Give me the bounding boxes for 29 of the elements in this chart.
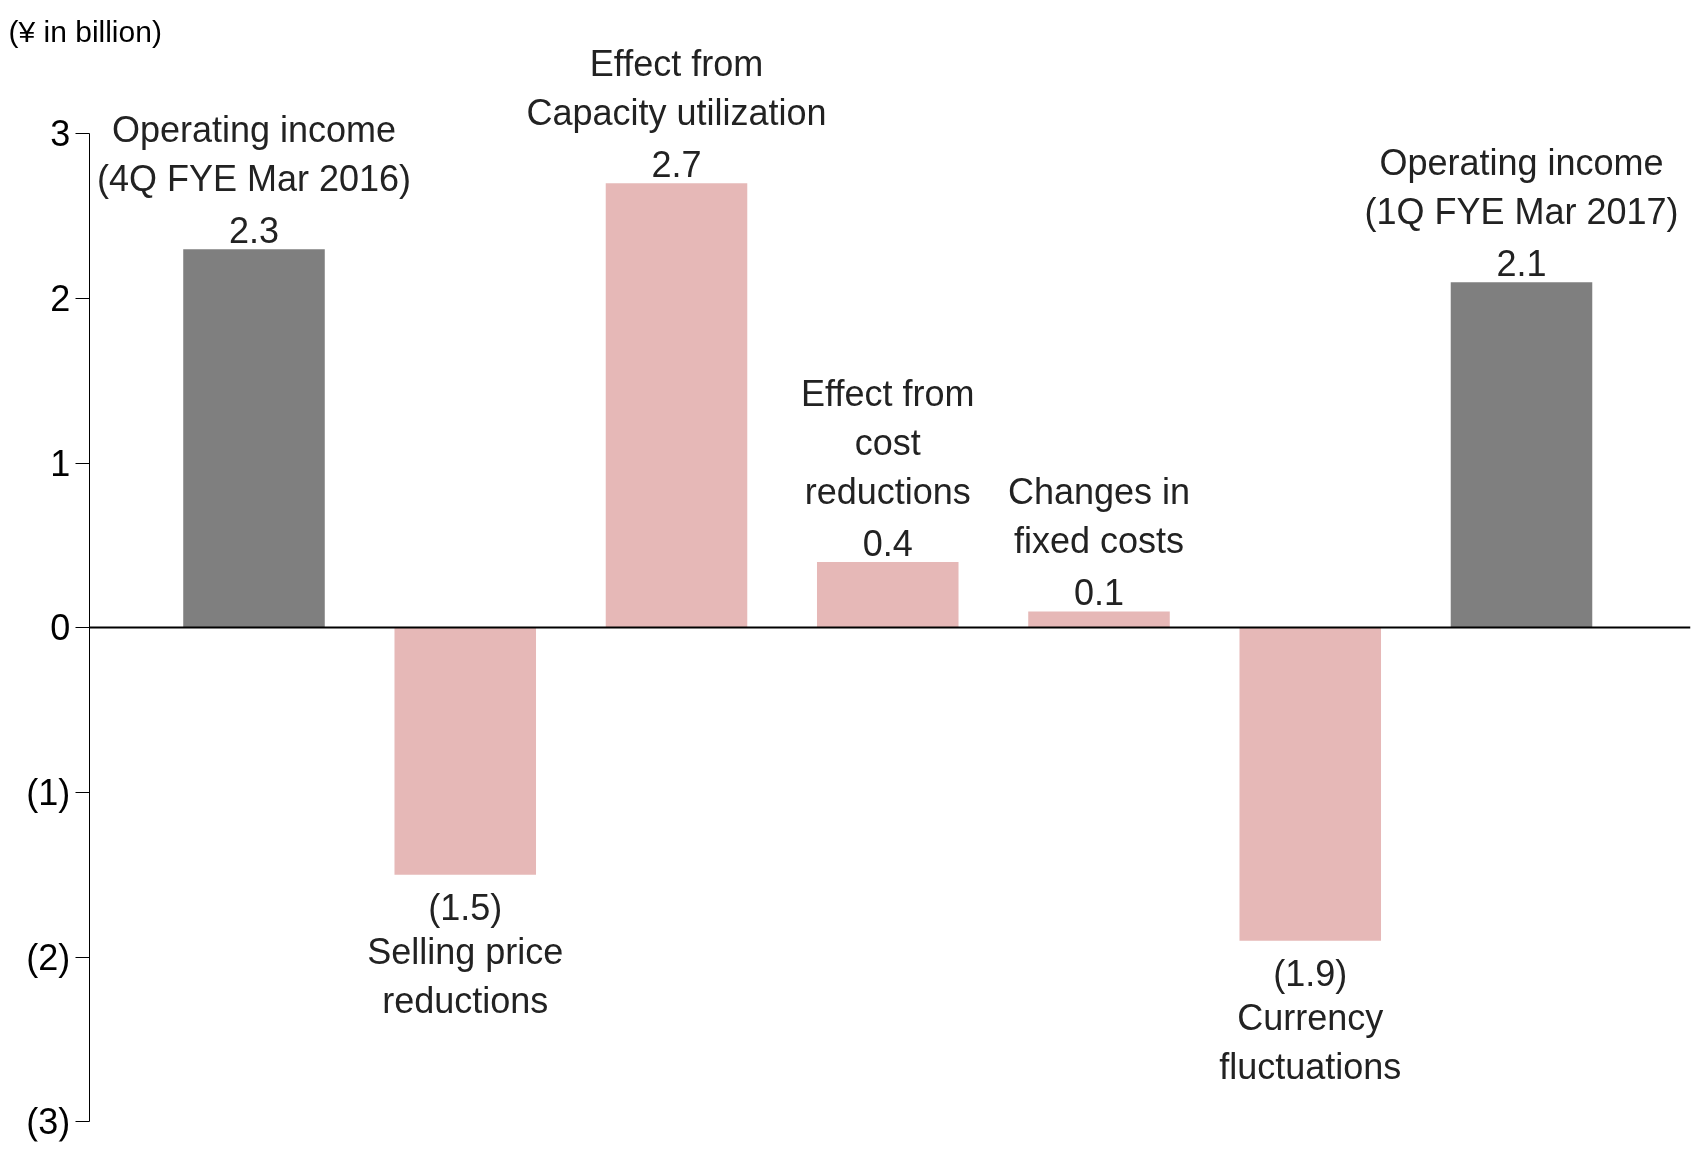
- y-axis-title: (¥ in billion): [8, 15, 162, 49]
- data-label: 2.1: [1496, 243, 1547, 285]
- y-tick-label: (2): [26, 936, 71, 978]
- data-label: (1.5): [428, 886, 503, 928]
- data-label: 2.3: [228, 210, 280, 252]
- bar: [394, 627, 537, 875]
- y-tick-label: 0: [50, 607, 71, 649]
- x-tick-label: Changes in fixed costs: [1007, 471, 1191, 562]
- y-tick-label: (3): [26, 1101, 71, 1143]
- bar: [605, 183, 748, 628]
- data-label: 2.7: [651, 144, 702, 186]
- y-tick-label: 1: [50, 442, 71, 484]
- x-tick-label: Effect from cost reductions: [801, 372, 975, 513]
- x-tick-label: Currency fluctuations: [1219, 996, 1402, 1087]
- bar: [1239, 627, 1382, 941]
- bar: [816, 562, 959, 628]
- bar: [1028, 611, 1170, 628]
- x-tick-label: Operating income (4Q FYE Mar 2016): [96, 109, 412, 200]
- data-label: (1.9): [1273, 952, 1348, 994]
- y-tick-label: (1): [26, 771, 71, 813]
- x-tick-label: Operating income (1Q FYE Mar 2017): [1364, 141, 1679, 233]
- data-label: 0.1: [1073, 572, 1125, 614]
- x-tick-label: Effect from Capacity utilization: [526, 43, 827, 134]
- bar: [183, 249, 325, 628]
- y-tick-label: 2: [50, 278, 71, 320]
- y-tick-label: 3: [50, 113, 71, 155]
- bar: [1450, 282, 1593, 628]
- x-tick-label: Selling price reductions: [367, 930, 564, 1021]
- data-label: 0.4: [862, 523, 913, 565]
